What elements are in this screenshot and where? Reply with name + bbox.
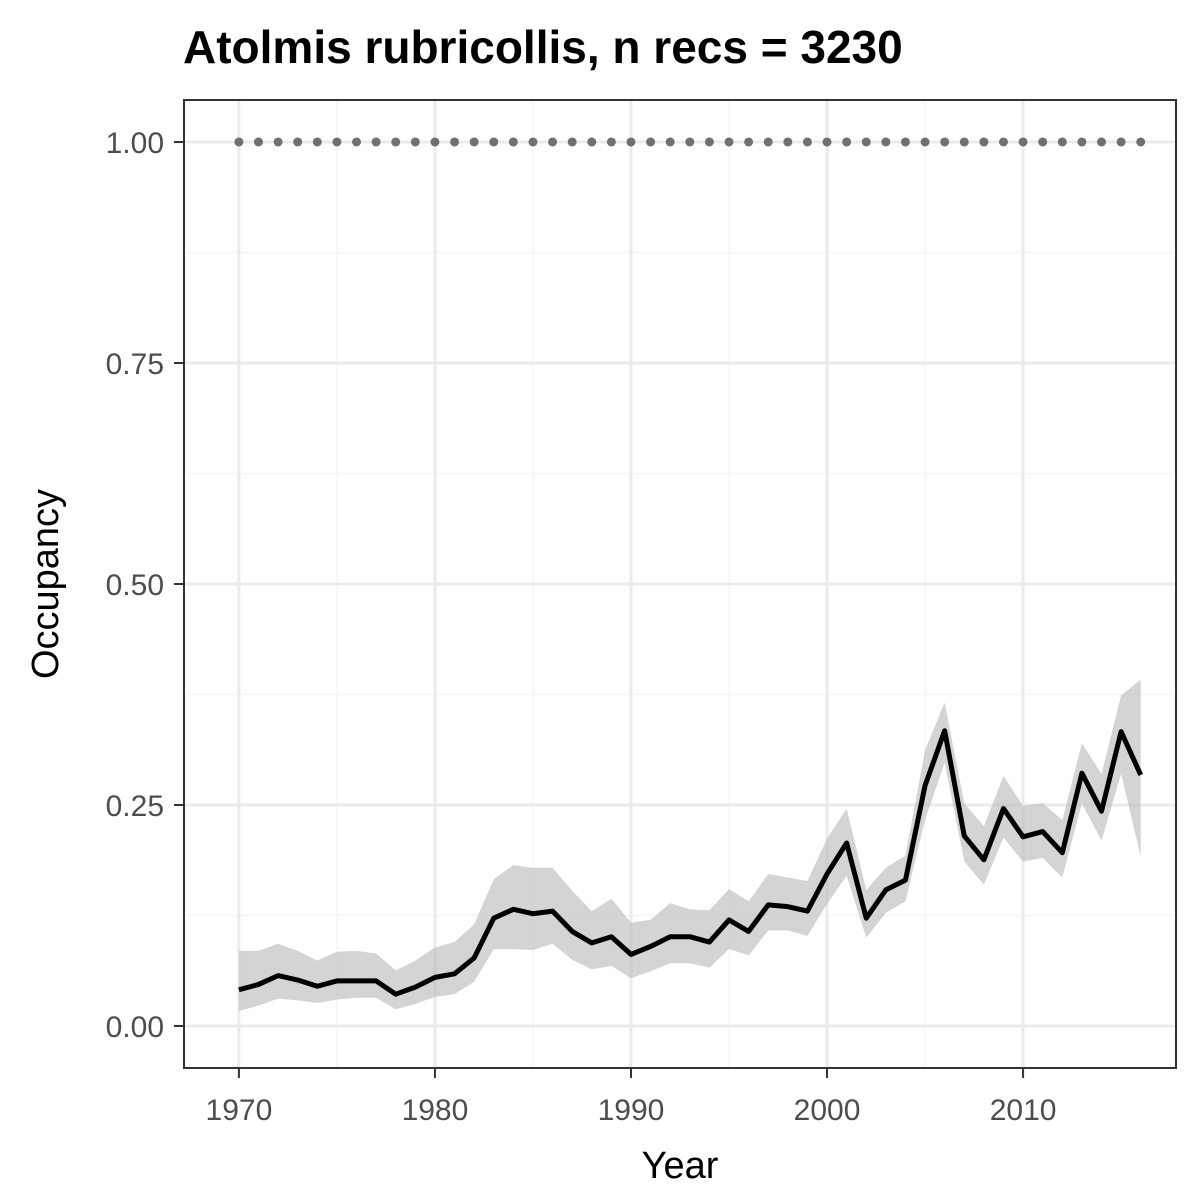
reference-point bbox=[371, 137, 381, 147]
reference-point bbox=[1057, 137, 1067, 147]
x-tick-label: 1970 bbox=[206, 1094, 273, 1127]
reference-point bbox=[332, 137, 342, 147]
y-tick-label: 0.50 bbox=[106, 569, 164, 602]
reference-point bbox=[430, 137, 440, 147]
reference-point bbox=[234, 137, 244, 147]
reference-point bbox=[548, 137, 558, 147]
reference-point bbox=[1136, 137, 1146, 147]
reference-point bbox=[842, 137, 852, 147]
reference-point bbox=[998, 137, 1008, 147]
reference-point bbox=[979, 137, 989, 147]
reference-point bbox=[1077, 137, 1087, 147]
y-tick-label: 0.75 bbox=[106, 348, 164, 381]
y-tick-labels: 0.00 0.25 0.50 0.75 1.00 bbox=[106, 127, 164, 1044]
reference-point bbox=[1116, 137, 1126, 147]
major-gridlines bbox=[184, 100, 1176, 1068]
reference-point bbox=[704, 137, 714, 147]
y-tick-label: 1.00 bbox=[106, 127, 164, 160]
reference-point bbox=[900, 137, 910, 147]
reference-point bbox=[802, 137, 812, 147]
reference-point bbox=[763, 137, 773, 147]
reference-point bbox=[959, 137, 969, 147]
reference-point bbox=[1097, 137, 1107, 147]
reference-point bbox=[253, 137, 263, 147]
reference-point bbox=[646, 137, 656, 147]
reference-point bbox=[606, 137, 616, 147]
reference-point bbox=[567, 137, 577, 147]
reference-point bbox=[940, 137, 950, 147]
reference-point bbox=[312, 137, 322, 147]
reference-point bbox=[1018, 137, 1028, 147]
reference-point bbox=[450, 137, 460, 147]
x-tick-label: 1980 bbox=[402, 1094, 469, 1127]
reference-point bbox=[489, 137, 499, 147]
reference-point bbox=[724, 137, 734, 147]
reference-point bbox=[881, 137, 891, 147]
x-tick-label: 2000 bbox=[794, 1094, 861, 1127]
occupancy-line bbox=[238, 728, 1143, 997]
y-axis-title: Occupancy bbox=[25, 489, 67, 679]
reference-point bbox=[861, 137, 871, 147]
reference-point bbox=[665, 137, 675, 147]
reference-point bbox=[410, 137, 420, 147]
confidence-ribbon bbox=[238, 679, 1141, 1011]
reference-point bbox=[587, 137, 597, 147]
reference-point bbox=[626, 137, 636, 147]
reference-point bbox=[920, 137, 930, 147]
reference-point bbox=[352, 137, 362, 147]
reference-point bbox=[273, 137, 283, 147]
reference-point bbox=[822, 137, 832, 147]
reference-point bbox=[391, 137, 401, 147]
chart-title: Atolmis rubricollis, n recs = 3230 bbox=[183, 21, 903, 73]
reference-point bbox=[783, 137, 793, 147]
x-tick-label: 2010 bbox=[990, 1094, 1057, 1127]
y-tick-label: 0.00 bbox=[106, 1011, 164, 1044]
reference-point bbox=[1038, 137, 1048, 147]
reference-point bbox=[508, 137, 518, 147]
axis-ticks bbox=[174, 140, 1025, 1078]
x-axis-title: Year bbox=[642, 1145, 719, 1187]
x-tick-labels: 1970 1980 1990 2000 2010 bbox=[206, 1094, 1057, 1127]
reference-point bbox=[744, 137, 754, 147]
y-tick-label: 0.25 bbox=[106, 790, 164, 823]
x-tick-label: 1990 bbox=[598, 1094, 665, 1127]
reference-point bbox=[293, 137, 303, 147]
reference-point bbox=[469, 137, 479, 147]
reference-point bbox=[528, 137, 538, 147]
reference-points bbox=[234, 137, 1146, 147]
reference-point bbox=[685, 137, 695, 147]
